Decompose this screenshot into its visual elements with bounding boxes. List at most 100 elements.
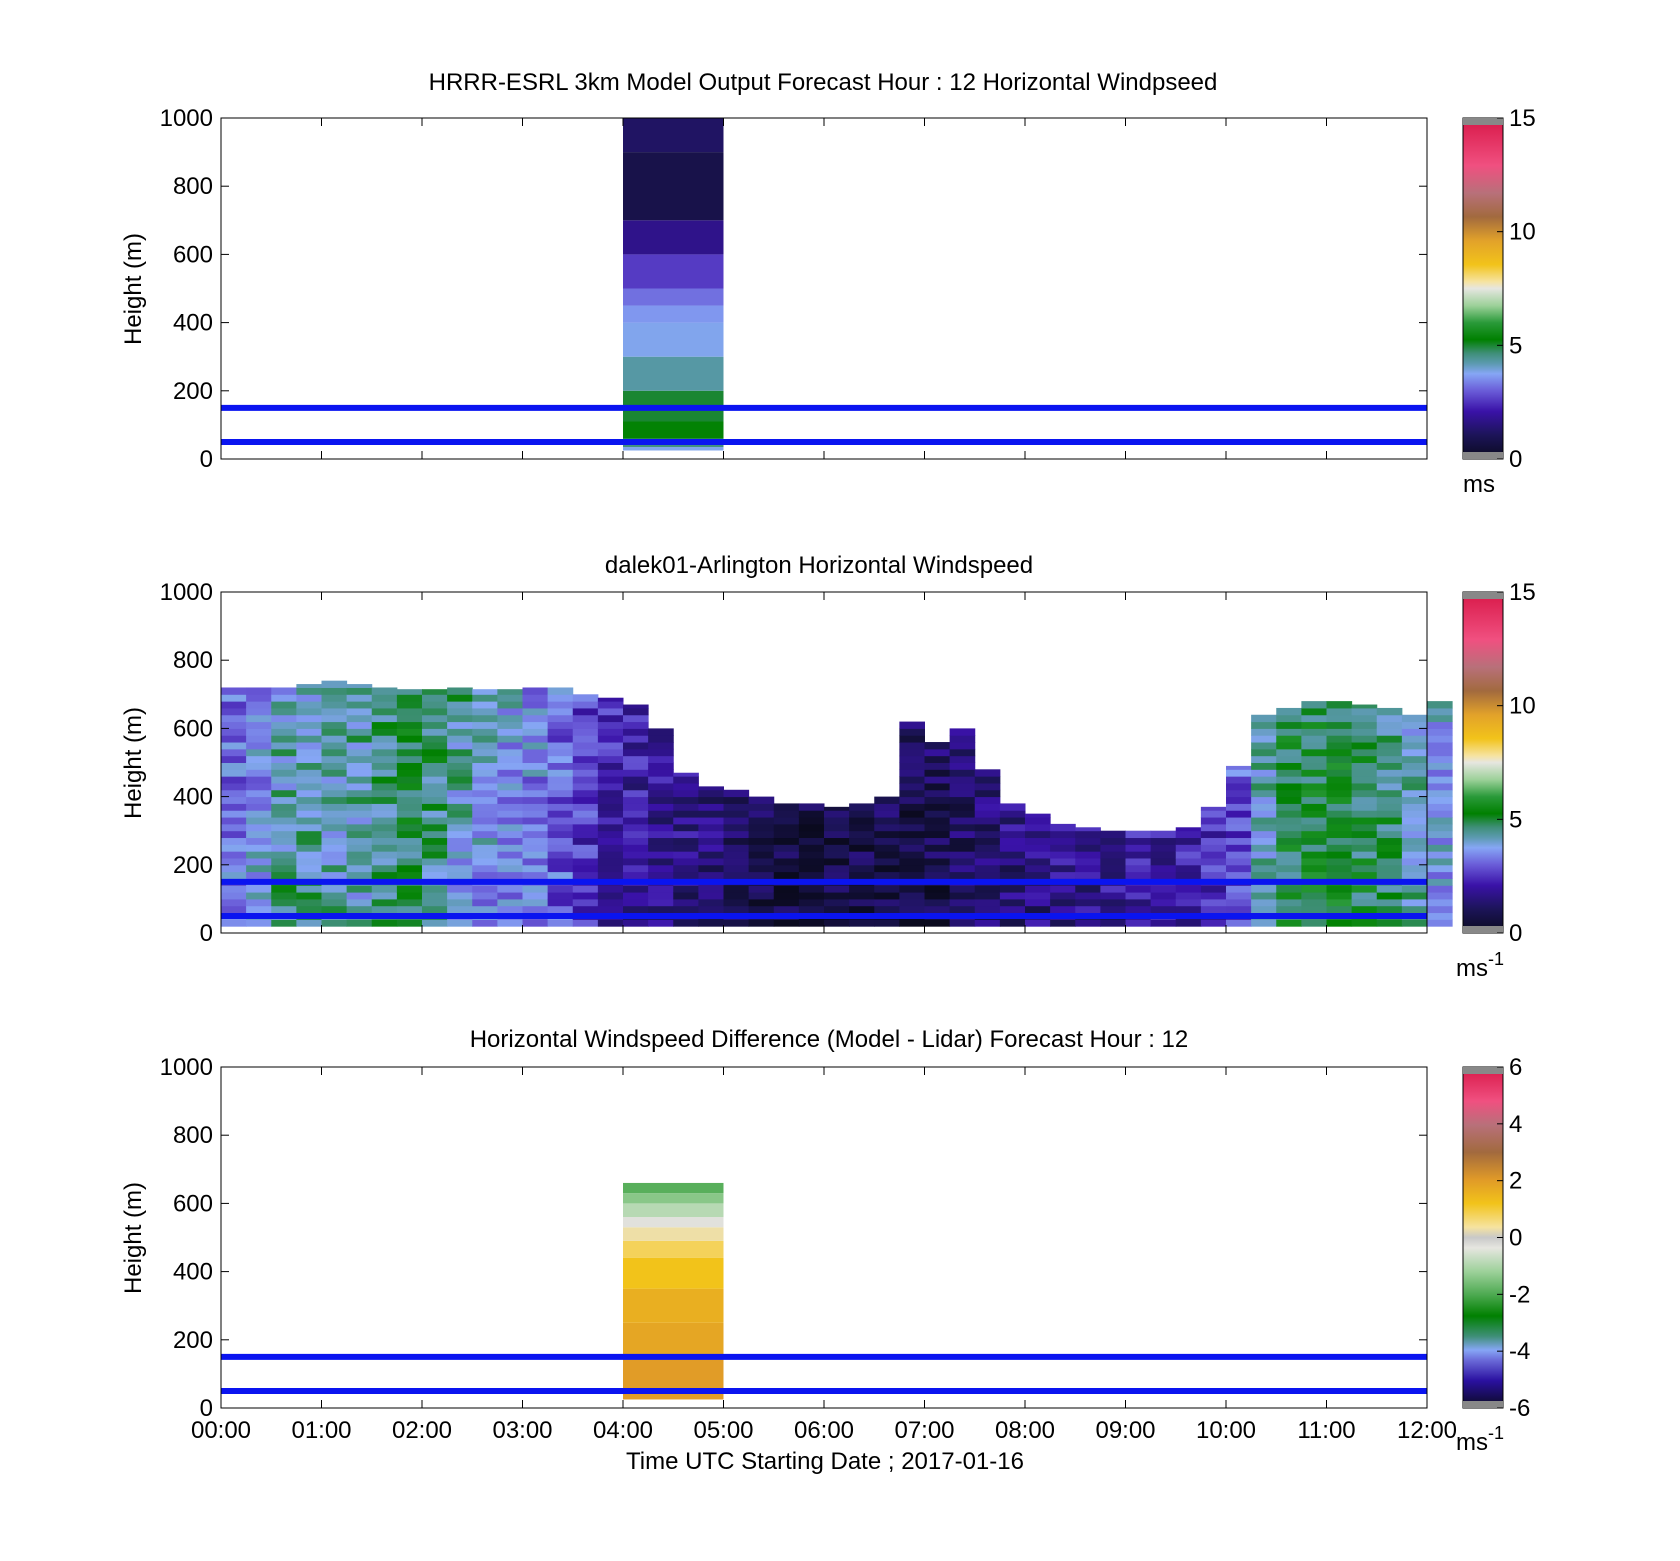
heatmap-cell: [1427, 898, 1453, 907]
heatmap-cell: [371, 728, 398, 736]
heatmap-cell: [246, 762, 272, 770]
heatmap-cell: [874, 892, 900, 900]
heatmap-cell: [472, 919, 498, 927]
heatmap-cell: [648, 851, 674, 859]
heatmap-cell: [773, 851, 800, 859]
heatmap-cell: [472, 748, 498, 757]
heatmap-cell: [673, 803, 699, 811]
heatmap-cell: [522, 762, 549, 770]
heatmap-cell: [597, 830, 624, 839]
heatmap-cell: [371, 694, 398, 702]
heatmap-cell: [673, 830, 699, 839]
heatmap-cell: [346, 721, 373, 729]
heatmap-cell: [1401, 728, 1428, 736]
heatmap-cell: [296, 748, 322, 757]
heatmap-cell: [723, 905, 750, 914]
heatmap-cell: [1401, 823, 1428, 832]
heatmap-cell: [824, 892, 850, 900]
heatmap-cell: [422, 919, 448, 927]
heatmap-cell: [396, 728, 423, 736]
heatmap-cell: [447, 844, 473, 852]
heatmap-cell: [321, 714, 348, 723]
heatmap-cell: [1401, 898, 1428, 907]
heatmap-cell: [246, 892, 272, 900]
heatmap-cell: [447, 735, 473, 743]
heatmap-cell: [1401, 762, 1428, 770]
heatmap-cell: [321, 857, 348, 866]
heatmap-cell: [999, 905, 1026, 914]
difference-y-ticks: 0 200 400 600 800 1000: [160, 1054, 1427, 1422]
heatmap-cell: [1226, 830, 1252, 839]
heatmap-cell: [271, 694, 297, 702]
y-tick-label: 800: [173, 647, 213, 674]
heatmap-cell: [1276, 885, 1302, 893]
heatmap-cell: [974, 892, 1001, 900]
difference-y-axis-label: Height (m): [120, 1182, 147, 1294]
heatmap-cell: [497, 776, 523, 784]
heatmap-cell: [522, 837, 549, 845]
heatmap-cell: [1175, 885, 1202, 893]
heatmap-cell: [798, 905, 825, 914]
heatmap-cell: [422, 755, 448, 763]
heatmap-cell: [246, 851, 272, 859]
y-tick-label: 200: [173, 852, 213, 879]
heatmap-cell: [1150, 830, 1177, 839]
heatmap-cell: [723, 830, 750, 839]
heatmap-cell: [623, 871, 649, 879]
heatmap-cell: [1025, 844, 1051, 852]
heatmap-cell: [1050, 844, 1076, 852]
heatmap-cell: [371, 701, 398, 709]
heatmap-cell: [899, 742, 925, 750]
heatmap-cell: [623, 823, 649, 832]
heatmap-cell: [1326, 864, 1353, 873]
heatmap-cell: [1025, 837, 1051, 845]
heatmap-cell: [522, 755, 549, 763]
heatmap-cell: [748, 844, 775, 852]
heatmap-cell: [346, 871, 373, 879]
heatmap-cell: [1376, 796, 1403, 804]
heatmap-cell: [497, 844, 523, 852]
heatmap-cell: [623, 851, 649, 859]
heatmap-cell: [899, 755, 925, 763]
heatmap-cell: [346, 892, 373, 900]
heatmap-cell: [1427, 919, 1453, 927]
heatmap-cell: [221, 748, 247, 757]
y-tick-label: 400: [173, 310, 213, 337]
heatmap-cell: [497, 885, 523, 893]
heatmap-cell: [572, 898, 599, 907]
heatmap-cell: [1376, 919, 1403, 927]
heatmap-cell: [547, 748, 574, 757]
heatmap-cell: [396, 796, 423, 804]
heatmap-cell: [1100, 871, 1126, 879]
heatmap-cell: [597, 898, 624, 907]
heatmap-cell: [673, 837, 699, 845]
heatmap-cell: [1125, 837, 1152, 845]
heatmap-cell: [1200, 837, 1227, 845]
heatmap-cell: [924, 796, 951, 804]
heatmap-cell: [597, 919, 624, 927]
heatmap-cell: [874, 844, 900, 852]
heatmap-cell: [1326, 830, 1353, 839]
heatmap-cell: [472, 728, 498, 736]
heatmap-cell: [1427, 714, 1453, 723]
heatmap-cell: [1351, 905, 1378, 914]
heatmap-cell: [1025, 864, 1051, 873]
heatmap-cell: [974, 919, 1001, 927]
heatmap-cell: [1301, 830, 1327, 839]
heatmap-cell: [371, 742, 398, 750]
heatmap-cell: [547, 905, 574, 914]
colorbar-end-cap: [1463, 1401, 1503, 1408]
heatmap-cell: [1427, 844, 1453, 852]
heatmap-cell: [673, 892, 699, 900]
heatmap-cell: [447, 782, 473, 791]
heatmap-cell: [899, 871, 925, 879]
heatmap-cell: [597, 707, 624, 716]
heatmap-cell: [1301, 823, 1327, 832]
difference-x-axis-label: Time UTC Starting Date ; 2017-01-16: [626, 1448, 1024, 1475]
heatmap-cell: [321, 898, 348, 907]
heatmap-cell: [271, 864, 297, 873]
heatmap-cell: [346, 707, 373, 716]
heatmap-cell: [246, 823, 272, 832]
heatmap-cell: [1226, 776, 1252, 784]
heatmap-cell: [1376, 803, 1403, 811]
